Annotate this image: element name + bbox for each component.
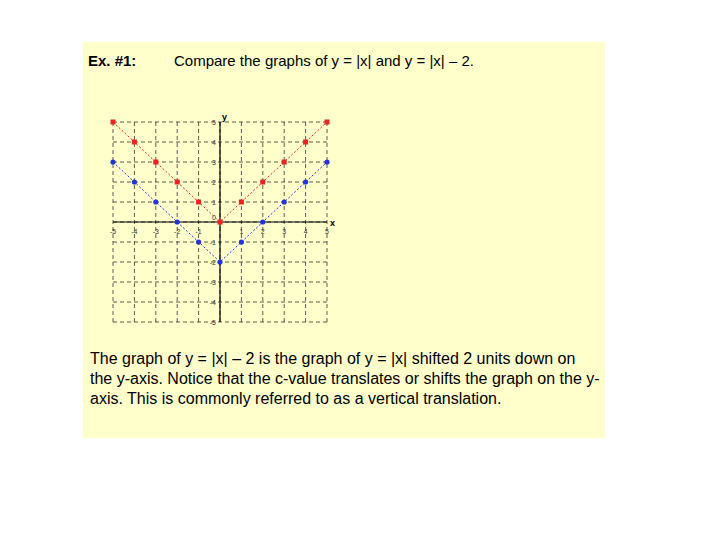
series-point <box>132 179 137 184</box>
series-point <box>282 160 287 165</box>
series-point <box>196 239 201 244</box>
series-point <box>282 199 287 204</box>
x-tick-label: -3 <box>153 228 159 235</box>
heading: Ex. #1: <box>88 52 136 69</box>
y-tick-label: 4 <box>212 139 216 146</box>
y-tick-label: 5 <box>212 119 216 126</box>
x-tick-label: 5 <box>325 228 329 235</box>
series-point <box>324 159 329 164</box>
series-point <box>196 200 201 205</box>
series-point <box>111 120 116 125</box>
series-line <box>113 162 327 262</box>
x-axis-label: x <box>330 218 335 228</box>
plot-area <box>110 120 329 265</box>
series-point <box>303 140 308 145</box>
y-tick-label: 3 <box>212 159 216 166</box>
series-point <box>175 180 180 185</box>
series-point <box>239 200 244 205</box>
y-tick-label: -1 <box>210 239 216 246</box>
x-tick-label: 2 <box>261 228 265 235</box>
y-axis-label: y <box>222 112 227 122</box>
caption: The graph of y = |x| – 2 is the graph of… <box>90 349 602 409</box>
series-point <box>175 219 180 224</box>
x-tick-label: -1 <box>195 228 201 235</box>
series-line <box>113 122 327 222</box>
x-tick-label: -5 <box>110 228 116 235</box>
series-point <box>260 219 265 224</box>
series-point <box>239 239 244 244</box>
x-tick-label: 3 <box>282 228 286 235</box>
x-tick-label: 1 <box>239 228 243 235</box>
y-tick-label: -4 <box>210 299 216 306</box>
y-tick-label: -3 <box>210 279 216 286</box>
series-point <box>132 140 137 145</box>
series-point <box>325 120 330 125</box>
x-tick-label: -4 <box>131 228 137 235</box>
y-tick-label: 2 <box>212 179 216 186</box>
series-point <box>110 159 115 164</box>
y-tick-label: 1 <box>212 199 216 206</box>
series-point <box>217 259 222 264</box>
series-point <box>303 179 308 184</box>
x-tick-label: -2 <box>174 228 180 235</box>
series-point <box>218 220 223 225</box>
series-point <box>260 180 265 185</box>
y-tick-label: -5 <box>210 319 216 326</box>
x-tick-label: 4 <box>304 228 308 235</box>
series-point <box>153 160 158 165</box>
y-tick-label: -2 <box>210 259 216 266</box>
series-point <box>153 199 158 204</box>
title: Compare the graphs of y = |x| and y = |x… <box>174 52 474 69</box>
chart: xy-5-4-3-2-112345-5-4-3-2-1012345 <box>0 0 720 540</box>
